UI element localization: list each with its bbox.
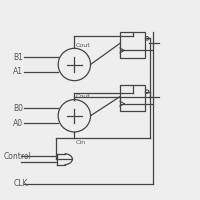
Text: Cin: Cin [75, 140, 85, 145]
Text: CLK: CLK [13, 179, 28, 188]
Text: B1: B1 [13, 53, 23, 62]
Bar [120, 32, 145, 58]
Bar [120, 85, 145, 111]
Text: Cout: Cout [75, 43, 90, 48]
Text: Cout: Cout [75, 94, 90, 99]
Text: A0: A0 [13, 119, 23, 128]
Text: B0: B0 [13, 104, 23, 113]
Text: A1: A1 [13, 67, 23, 76]
Text: Control: Control [3, 152, 31, 161]
